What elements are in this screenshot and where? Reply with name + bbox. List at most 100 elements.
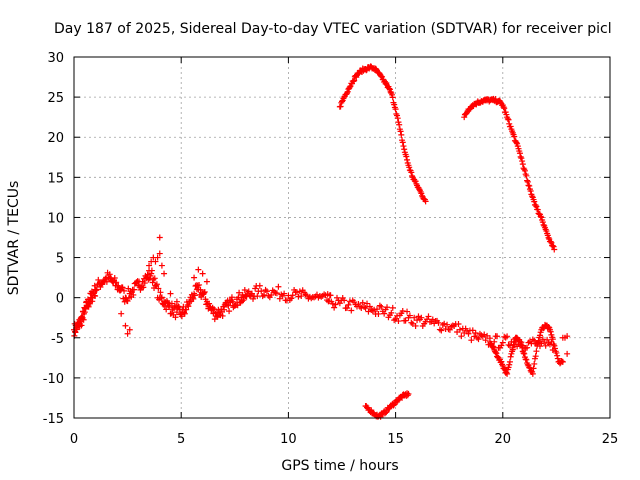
data-point bbox=[229, 298, 236, 305]
data-point bbox=[236, 289, 243, 296]
data-point bbox=[436, 326, 443, 333]
data-point bbox=[190, 295, 197, 302]
data-point bbox=[296, 288, 303, 295]
data-point bbox=[422, 198, 429, 205]
data-point bbox=[390, 402, 397, 409]
data-point bbox=[131, 286, 138, 293]
data-point bbox=[415, 313, 422, 320]
data-point bbox=[225, 302, 232, 309]
data-point bbox=[234, 302, 241, 309]
data-point bbox=[507, 123, 514, 130]
data-points bbox=[71, 63, 571, 420]
data-point bbox=[95, 276, 102, 283]
data-point bbox=[203, 278, 210, 285]
data-point bbox=[275, 283, 282, 290]
data-point bbox=[119, 284, 126, 291]
data-point bbox=[549, 242, 556, 249]
data-point bbox=[391, 101, 398, 108]
x-axis-ticks: 0 5 10 15 20 25 bbox=[70, 57, 618, 447]
data-point bbox=[537, 213, 544, 220]
data-point bbox=[518, 342, 525, 349]
data-point bbox=[444, 321, 451, 328]
data-point bbox=[518, 155, 525, 162]
x-tick-label: 20 bbox=[495, 432, 512, 447]
data-point bbox=[362, 305, 369, 312]
data-point bbox=[441, 320, 448, 327]
data-point bbox=[520, 350, 527, 357]
data-point bbox=[219, 312, 226, 319]
x-axis-label: GPS time / hours bbox=[281, 458, 398, 474]
data-point bbox=[392, 106, 399, 113]
data-point bbox=[268, 291, 275, 298]
data-point bbox=[288, 295, 295, 302]
data-point bbox=[183, 306, 190, 313]
data-point bbox=[348, 307, 355, 314]
data-point bbox=[196, 281, 203, 288]
data-point bbox=[438, 327, 445, 334]
data-point bbox=[513, 139, 520, 146]
data-point bbox=[121, 287, 128, 294]
data-point bbox=[406, 164, 413, 171]
data-point bbox=[399, 139, 406, 146]
data-point bbox=[475, 336, 482, 343]
data-point bbox=[344, 90, 351, 97]
data-point bbox=[501, 105, 508, 112]
data-point bbox=[92, 293, 99, 300]
data-point bbox=[93, 286, 100, 293]
data-point bbox=[221, 306, 228, 313]
data-point bbox=[111, 274, 118, 281]
data-point bbox=[506, 358, 513, 365]
data-point bbox=[402, 317, 409, 324]
data-point bbox=[498, 358, 505, 365]
data-point bbox=[396, 121, 403, 128]
data-point bbox=[509, 346, 516, 353]
data-point bbox=[456, 326, 463, 333]
data-point bbox=[271, 288, 278, 295]
data-point bbox=[298, 293, 305, 300]
data-point bbox=[521, 350, 528, 357]
data-point bbox=[226, 308, 233, 315]
y-tick-label: 15 bbox=[47, 171, 64, 186]
data-point bbox=[359, 299, 366, 306]
data-point bbox=[545, 340, 552, 347]
data-point bbox=[201, 289, 208, 296]
grid-lines bbox=[74, 57, 610, 418]
data-point bbox=[341, 297, 348, 304]
data-point bbox=[346, 298, 353, 305]
data-point bbox=[547, 238, 554, 245]
data-point bbox=[118, 310, 125, 317]
data-point bbox=[386, 85, 393, 92]
data-point bbox=[191, 274, 198, 281]
data-point bbox=[126, 326, 133, 333]
data-point bbox=[544, 336, 551, 343]
data-point bbox=[73, 326, 80, 333]
data-point bbox=[501, 365, 508, 372]
data-point bbox=[381, 310, 388, 317]
data-point bbox=[408, 319, 415, 326]
y-tick-label: 10 bbox=[47, 211, 64, 226]
data-point bbox=[157, 289, 164, 296]
data-point bbox=[259, 293, 266, 300]
data-point bbox=[549, 336, 556, 343]
data-point bbox=[115, 282, 122, 289]
data-point bbox=[502, 334, 509, 341]
data-point bbox=[394, 115, 401, 122]
data-point bbox=[273, 290, 280, 297]
data-point bbox=[364, 300, 371, 307]
data-point bbox=[191, 292, 198, 299]
data-point bbox=[527, 187, 534, 194]
y-tick-label: -10 bbox=[43, 372, 64, 387]
data-point bbox=[350, 78, 357, 85]
data-point bbox=[533, 348, 540, 355]
data-point bbox=[468, 337, 475, 344]
data-point bbox=[465, 330, 472, 337]
data-point bbox=[278, 291, 285, 298]
data-point bbox=[148, 267, 155, 274]
data-point bbox=[409, 172, 416, 179]
data-point bbox=[228, 294, 235, 301]
data-point bbox=[303, 292, 310, 299]
data-point bbox=[256, 282, 263, 289]
data-point bbox=[391, 317, 398, 324]
data-point bbox=[289, 292, 296, 299]
data-point bbox=[533, 203, 540, 210]
